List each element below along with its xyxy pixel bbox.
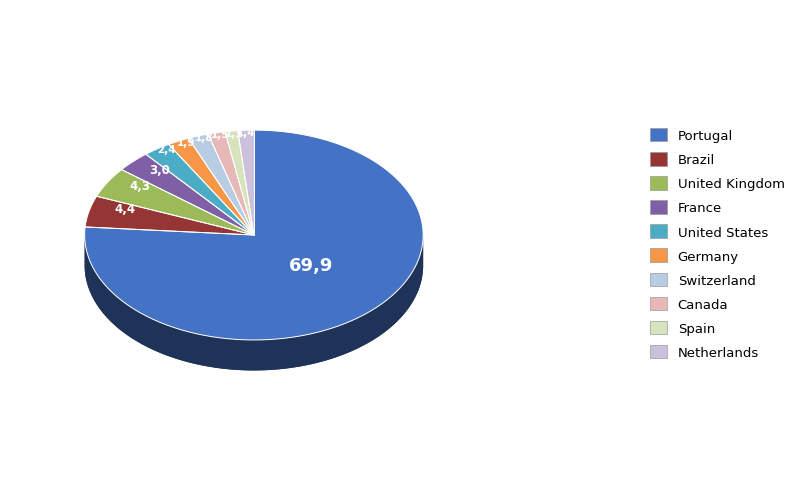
Polygon shape	[225, 131, 254, 236]
Polygon shape	[168, 139, 254, 236]
Text: 3,0: 3,0	[149, 163, 170, 176]
Polygon shape	[85, 236, 423, 371]
Text: 1,1: 1,1	[224, 129, 243, 139]
Polygon shape	[122, 155, 254, 236]
Polygon shape	[146, 145, 254, 236]
Text: 1,9: 1,9	[177, 138, 195, 148]
Polygon shape	[97, 170, 254, 236]
Text: 1,5: 1,5	[211, 130, 230, 140]
Text: 4,3: 4,3	[129, 180, 150, 193]
Polygon shape	[208, 132, 254, 236]
Polygon shape	[238, 131, 254, 236]
Polygon shape	[85, 131, 423, 340]
Legend: Portugal, Brazil, United Kingdom, France, United States, Germany, Switzerland, C: Portugal, Brazil, United Kingdom, France…	[643, 122, 791, 366]
Text: 2,4: 2,4	[157, 145, 176, 155]
Polygon shape	[189, 135, 254, 236]
Text: 1,8: 1,8	[194, 133, 213, 143]
Text: 4,4: 4,4	[114, 202, 136, 215]
Text: 69,9: 69,9	[289, 257, 334, 275]
Polygon shape	[85, 237, 423, 371]
Text: 1,4: 1,4	[237, 128, 256, 138]
Polygon shape	[85, 197, 254, 236]
